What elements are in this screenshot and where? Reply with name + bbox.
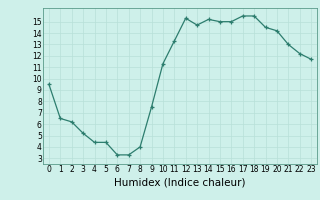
X-axis label: Humidex (Indice chaleur): Humidex (Indice chaleur): [114, 177, 246, 187]
